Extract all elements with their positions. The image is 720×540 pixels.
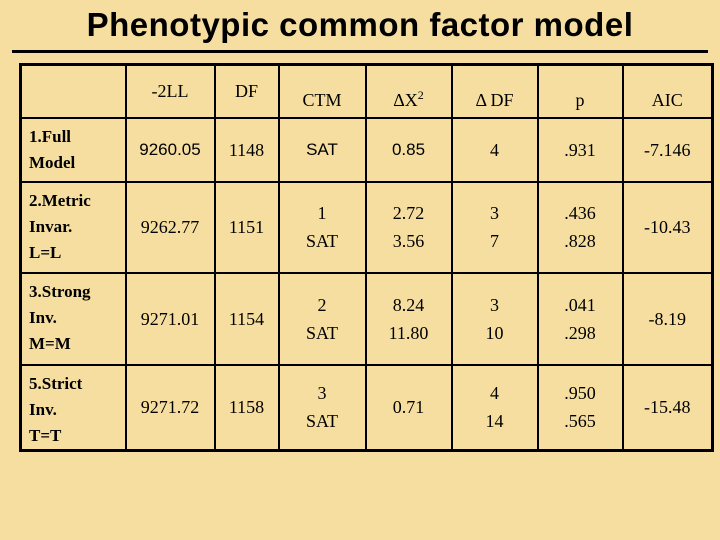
cell-delta-df: 4 14	[450, 363, 539, 451]
row-label: 1.Full Model	[19, 116, 127, 183]
row-label-line: 5.Strict	[29, 373, 83, 393]
cell-line: SAT	[305, 231, 338, 251]
row-label-line: Inv.	[29, 307, 57, 327]
cell-delta-df: 4	[450, 116, 539, 183]
cell-delta-chi2: 8.24 11.80	[364, 271, 453, 366]
cell-line: 3	[317, 383, 327, 403]
row-label-line: Invar.	[29, 216, 73, 236]
cell-line: SAT	[305, 322, 338, 343]
header-cell-2ll: -2LL	[124, 63, 216, 119]
row-label: 3.Strong Inv. M=M	[19, 271, 127, 366]
cell-aic: -10.43	[621, 180, 714, 274]
cell-ctm: 1 SAT	[277, 180, 367, 274]
cell-df: 1151	[213, 180, 280, 274]
cell-line: 3	[490, 203, 499, 223]
table-header-row: -2LL DF CTM ΔX2 Δ DF p AIC	[19, 63, 714, 119]
row-label: 5.Strict Inv. T=T	[19, 363, 127, 451]
cell-p: .950 .565	[536, 363, 624, 451]
cell-line: .298	[564, 322, 596, 343]
cell-p: .436 .828	[536, 180, 624, 274]
cell-line: .565	[564, 411, 596, 431]
header-cell-df: DF	[213, 63, 280, 119]
delta-chi2-base: ΔX	[393, 89, 418, 110]
cell-ctm: 3 SAT	[277, 363, 367, 451]
cell-2ll: 9262.77	[124, 180, 216, 274]
cell-aic: -15.48	[621, 363, 714, 451]
cell-delta-chi2: 0.71	[364, 363, 453, 451]
cell-delta-df: 3 7	[450, 180, 539, 274]
cell-df: 1154	[213, 271, 280, 366]
row-label-line: 3.Strong	[29, 281, 91, 301]
cell-ctm: SAT	[277, 116, 367, 183]
table-row-full-model: 1.Full Model 9260.05 1148 SAT 0.85 4 .93…	[19, 116, 714, 183]
delta-chi2-superscript: 2	[417, 87, 424, 102]
cell-line: 1	[317, 203, 327, 223]
title-underline	[12, 50, 708, 53]
table-row-metric-invar: 2.Metric Invar. L=L 9262.77 1151 1 SAT 2…	[19, 180, 714, 274]
cell-line: 10	[485, 322, 504, 343]
cell-df: 1158	[213, 363, 280, 451]
cell-line: 14	[485, 411, 504, 431]
row-label: 2.Metric Invar. L=L	[19, 180, 127, 274]
cell-line: 7	[490, 231, 499, 251]
row-label-line: M=M	[29, 333, 71, 353]
cell-delta-df: 3 10	[450, 271, 539, 366]
cell-df: 1148	[213, 116, 280, 183]
slide-title: Phenotypic common factor model	[86, 6, 634, 43]
cell-line: .436	[564, 203, 596, 223]
row-label-line: 1.Full	[29, 126, 72, 146]
cell-2ll: 9271.01	[124, 271, 216, 366]
header-cell-model	[19, 63, 127, 119]
cell-line: SAT	[305, 411, 338, 431]
header-cell-ctm: CTM	[277, 63, 367, 119]
cell-2ll: 9260.05	[124, 116, 216, 183]
header-cell-p: p	[536, 63, 624, 119]
cell-line: 8.24	[392, 294, 425, 315]
header-cell-aic: AIC	[621, 63, 714, 119]
cell-delta-chi2: 0.85	[364, 116, 453, 183]
cell-2ll: 9271.72	[124, 363, 216, 451]
row-label-line: 2.Metric	[29, 190, 91, 210]
cell-p: .931	[536, 116, 624, 183]
cell-delta-chi2: 2.72 3.56	[364, 180, 453, 274]
cell-line: .828	[564, 231, 596, 251]
cell-p: .041 .298	[536, 271, 624, 366]
header-cell-delta-df: Δ DF	[450, 63, 539, 119]
row-label-line: Model	[29, 152, 76, 172]
table-row-strong-inv: 3.Strong Inv. M=M 9271.01 1154 2 SAT 8.2…	[19, 271, 714, 366]
header-cell-delta-chi2: ΔX2	[364, 63, 453, 119]
row-label-line: T=T	[29, 425, 62, 445]
row-label-line: L=L	[29, 242, 62, 262]
table-row-strict-inv: 5.Strict Inv. T=T 9271.72 1158 3 SAT 0.7…	[19, 363, 714, 451]
cell-line: .950	[564, 383, 596, 403]
cell-line: 3.56	[392, 231, 425, 251]
cell-aic: -8.19	[621, 271, 714, 366]
cell-aic: -7.146	[621, 116, 714, 183]
cell-line: 11.80	[388, 322, 429, 343]
cell-line: 3	[490, 294, 499, 315]
cell-line: .041	[564, 294, 596, 315]
cell-line: 2	[317, 294, 327, 315]
row-label-line: Inv.	[29, 399, 57, 419]
cell-line: 4	[490, 383, 499, 403]
fit-statistics-table: -2LL DF CTM ΔX2 Δ DF p AIC 1.Full Model …	[19, 63, 714, 452]
cell-line: 2.72	[392, 203, 425, 223]
cell-ctm: 2 SAT	[277, 271, 367, 366]
